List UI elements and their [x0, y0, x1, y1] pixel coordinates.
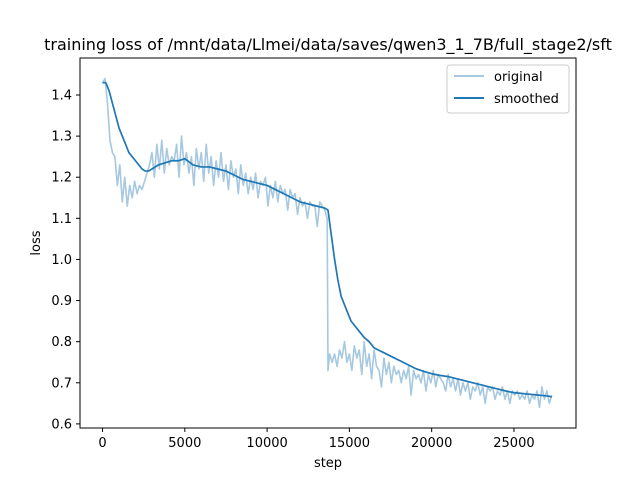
legend-label-smoothed: smoothed	[494, 92, 559, 107]
legend: original smoothed	[446, 64, 570, 114]
y-tick-label: 0.8	[51, 335, 72, 350]
y-tick-label: 1.1	[51, 212, 72, 227]
chart-title: training loss of /mnt/data/Llmei/data/sa…	[44, 35, 612, 55]
series-line-smoothed	[102, 81, 552, 398]
x-tick-label: 5000	[168, 436, 201, 451]
y-tick-label: 0.7	[51, 376, 72, 391]
y-tick-label: 0.9	[51, 294, 72, 309]
y-tick-label: 1.4	[51, 89, 72, 104]
y-tick-label: 1.2	[51, 171, 72, 186]
x-tick-label: 20000	[411, 436, 452, 451]
y-tick-label: 1.0	[51, 253, 72, 268]
x-tick-label: 0	[98, 436, 106, 451]
x-tick-label: 25000	[493, 436, 534, 451]
x-tick-label: 10000	[246, 436, 287, 451]
legend-label-original: original	[494, 70, 543, 85]
plot-frame	[79, 57, 577, 429]
y-axis-title: loss	[29, 230, 44, 255]
x-tick-label: 15000	[329, 436, 370, 451]
y-tick-label: 1.3	[51, 130, 72, 145]
x-axis-title: step	[314, 456, 342, 471]
y-tick-label: 0.6	[51, 417, 72, 432]
